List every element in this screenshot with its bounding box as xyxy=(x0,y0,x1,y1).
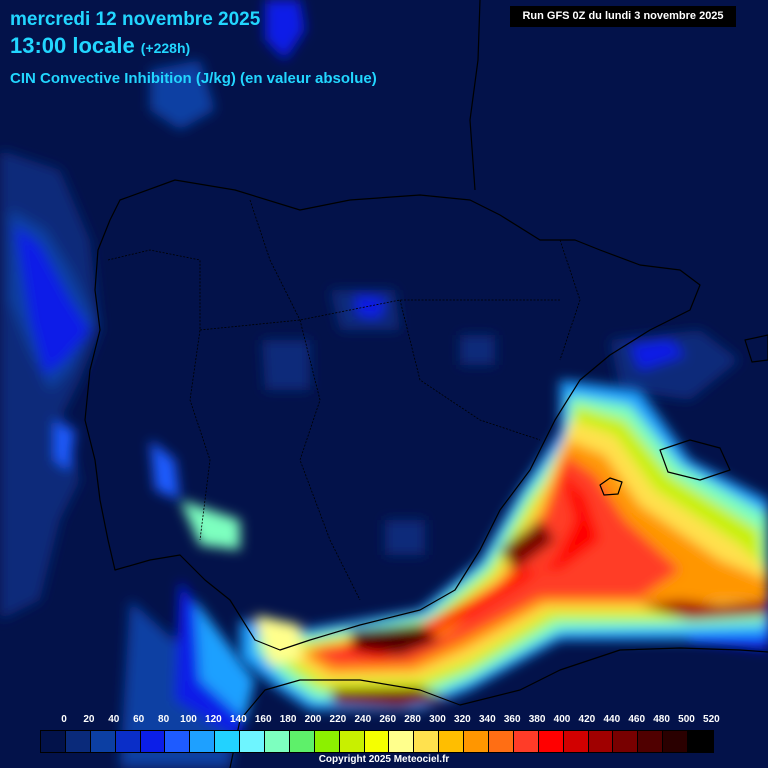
copyright: Copyright 2025 Meteociel.fr xyxy=(318,754,450,765)
legend-label: 460 xyxy=(628,714,646,725)
legend-swatch xyxy=(364,731,390,752)
legend-swatch xyxy=(513,731,539,752)
legend-label: 320 xyxy=(454,714,471,725)
forecast-offset: (+228h) xyxy=(140,40,191,56)
legend-label: 480 xyxy=(653,714,670,725)
legend-label: 200 xyxy=(304,714,322,725)
legend-swatch xyxy=(688,731,714,752)
legend-swatch xyxy=(389,731,415,752)
legend-swatch xyxy=(90,731,116,752)
legend-label: 440 xyxy=(603,714,621,725)
forecast-time: 13:00 locale (+228h) xyxy=(10,33,190,59)
legend-swatch xyxy=(613,731,639,752)
legend-color-bar xyxy=(40,730,715,753)
legend-label: 100 xyxy=(180,714,197,725)
mediterranean-cin-field xyxy=(180,380,768,710)
legend-swatch xyxy=(314,731,340,752)
legend-swatch xyxy=(265,731,290,752)
legend-swatch xyxy=(215,731,241,752)
legend-label: 380 xyxy=(528,714,546,725)
legend-swatch xyxy=(240,731,266,752)
legend-label: 360 xyxy=(503,714,521,725)
legend-label: 300 xyxy=(429,714,446,725)
legend-swatch xyxy=(588,731,614,752)
parameter-title: CIN Convective Inhibition (J/kg) (en val… xyxy=(10,70,377,87)
legend-swatch xyxy=(289,731,315,752)
legend-label: 60 xyxy=(133,714,145,725)
forecast-date: mercredi 12 novembre 2025 xyxy=(10,9,261,30)
legend-swatch xyxy=(538,731,564,752)
legend-label: 400 xyxy=(553,714,571,725)
legend-swatch xyxy=(439,731,465,752)
legend-swatch xyxy=(663,731,689,752)
legend-label: 500 xyxy=(678,714,695,725)
legend-label: 120 xyxy=(205,714,222,725)
coastlines xyxy=(84,0,768,768)
legend-label: 260 xyxy=(379,714,397,725)
legend-label: 80 xyxy=(158,714,170,725)
legend-label: 220 xyxy=(329,714,347,725)
legend-swatch xyxy=(190,731,216,752)
legend-swatch xyxy=(638,731,664,752)
legend-swatch xyxy=(165,731,191,752)
legend-swatch xyxy=(115,731,141,752)
run-label: Run GFS 0Z du lundi 3 novembre 2025 xyxy=(510,6,736,27)
legend-label: 40 xyxy=(108,714,120,725)
legend-swatch xyxy=(464,731,490,752)
forecast-time-label: 13:00 locale xyxy=(10,33,135,58)
legend-label: 0 xyxy=(61,714,67,725)
legend-label: 280 xyxy=(404,714,421,725)
legend-labels: 0 20 40 60 80 100 120 140 160 180 200 220 240 260 280 3… xyxy=(0,714,768,728)
legend-label: 420 xyxy=(578,714,596,725)
legend-swatch xyxy=(140,731,166,752)
legend-label: 520 xyxy=(703,714,720,725)
legend-swatch xyxy=(41,731,66,752)
legend-swatch xyxy=(339,731,365,752)
legend-swatch xyxy=(414,731,440,752)
legend-label: 340 xyxy=(478,714,496,725)
legend-swatch xyxy=(489,731,514,752)
legend-swatch xyxy=(65,731,91,752)
legend-label: 20 xyxy=(83,714,95,725)
legend-swatch xyxy=(563,731,589,752)
legend-label: 240 xyxy=(354,714,372,725)
legend-label: 160 xyxy=(254,714,272,725)
legend-label: 140 xyxy=(229,714,247,725)
borders xyxy=(107,199,581,601)
legend-label: 180 xyxy=(279,714,297,725)
